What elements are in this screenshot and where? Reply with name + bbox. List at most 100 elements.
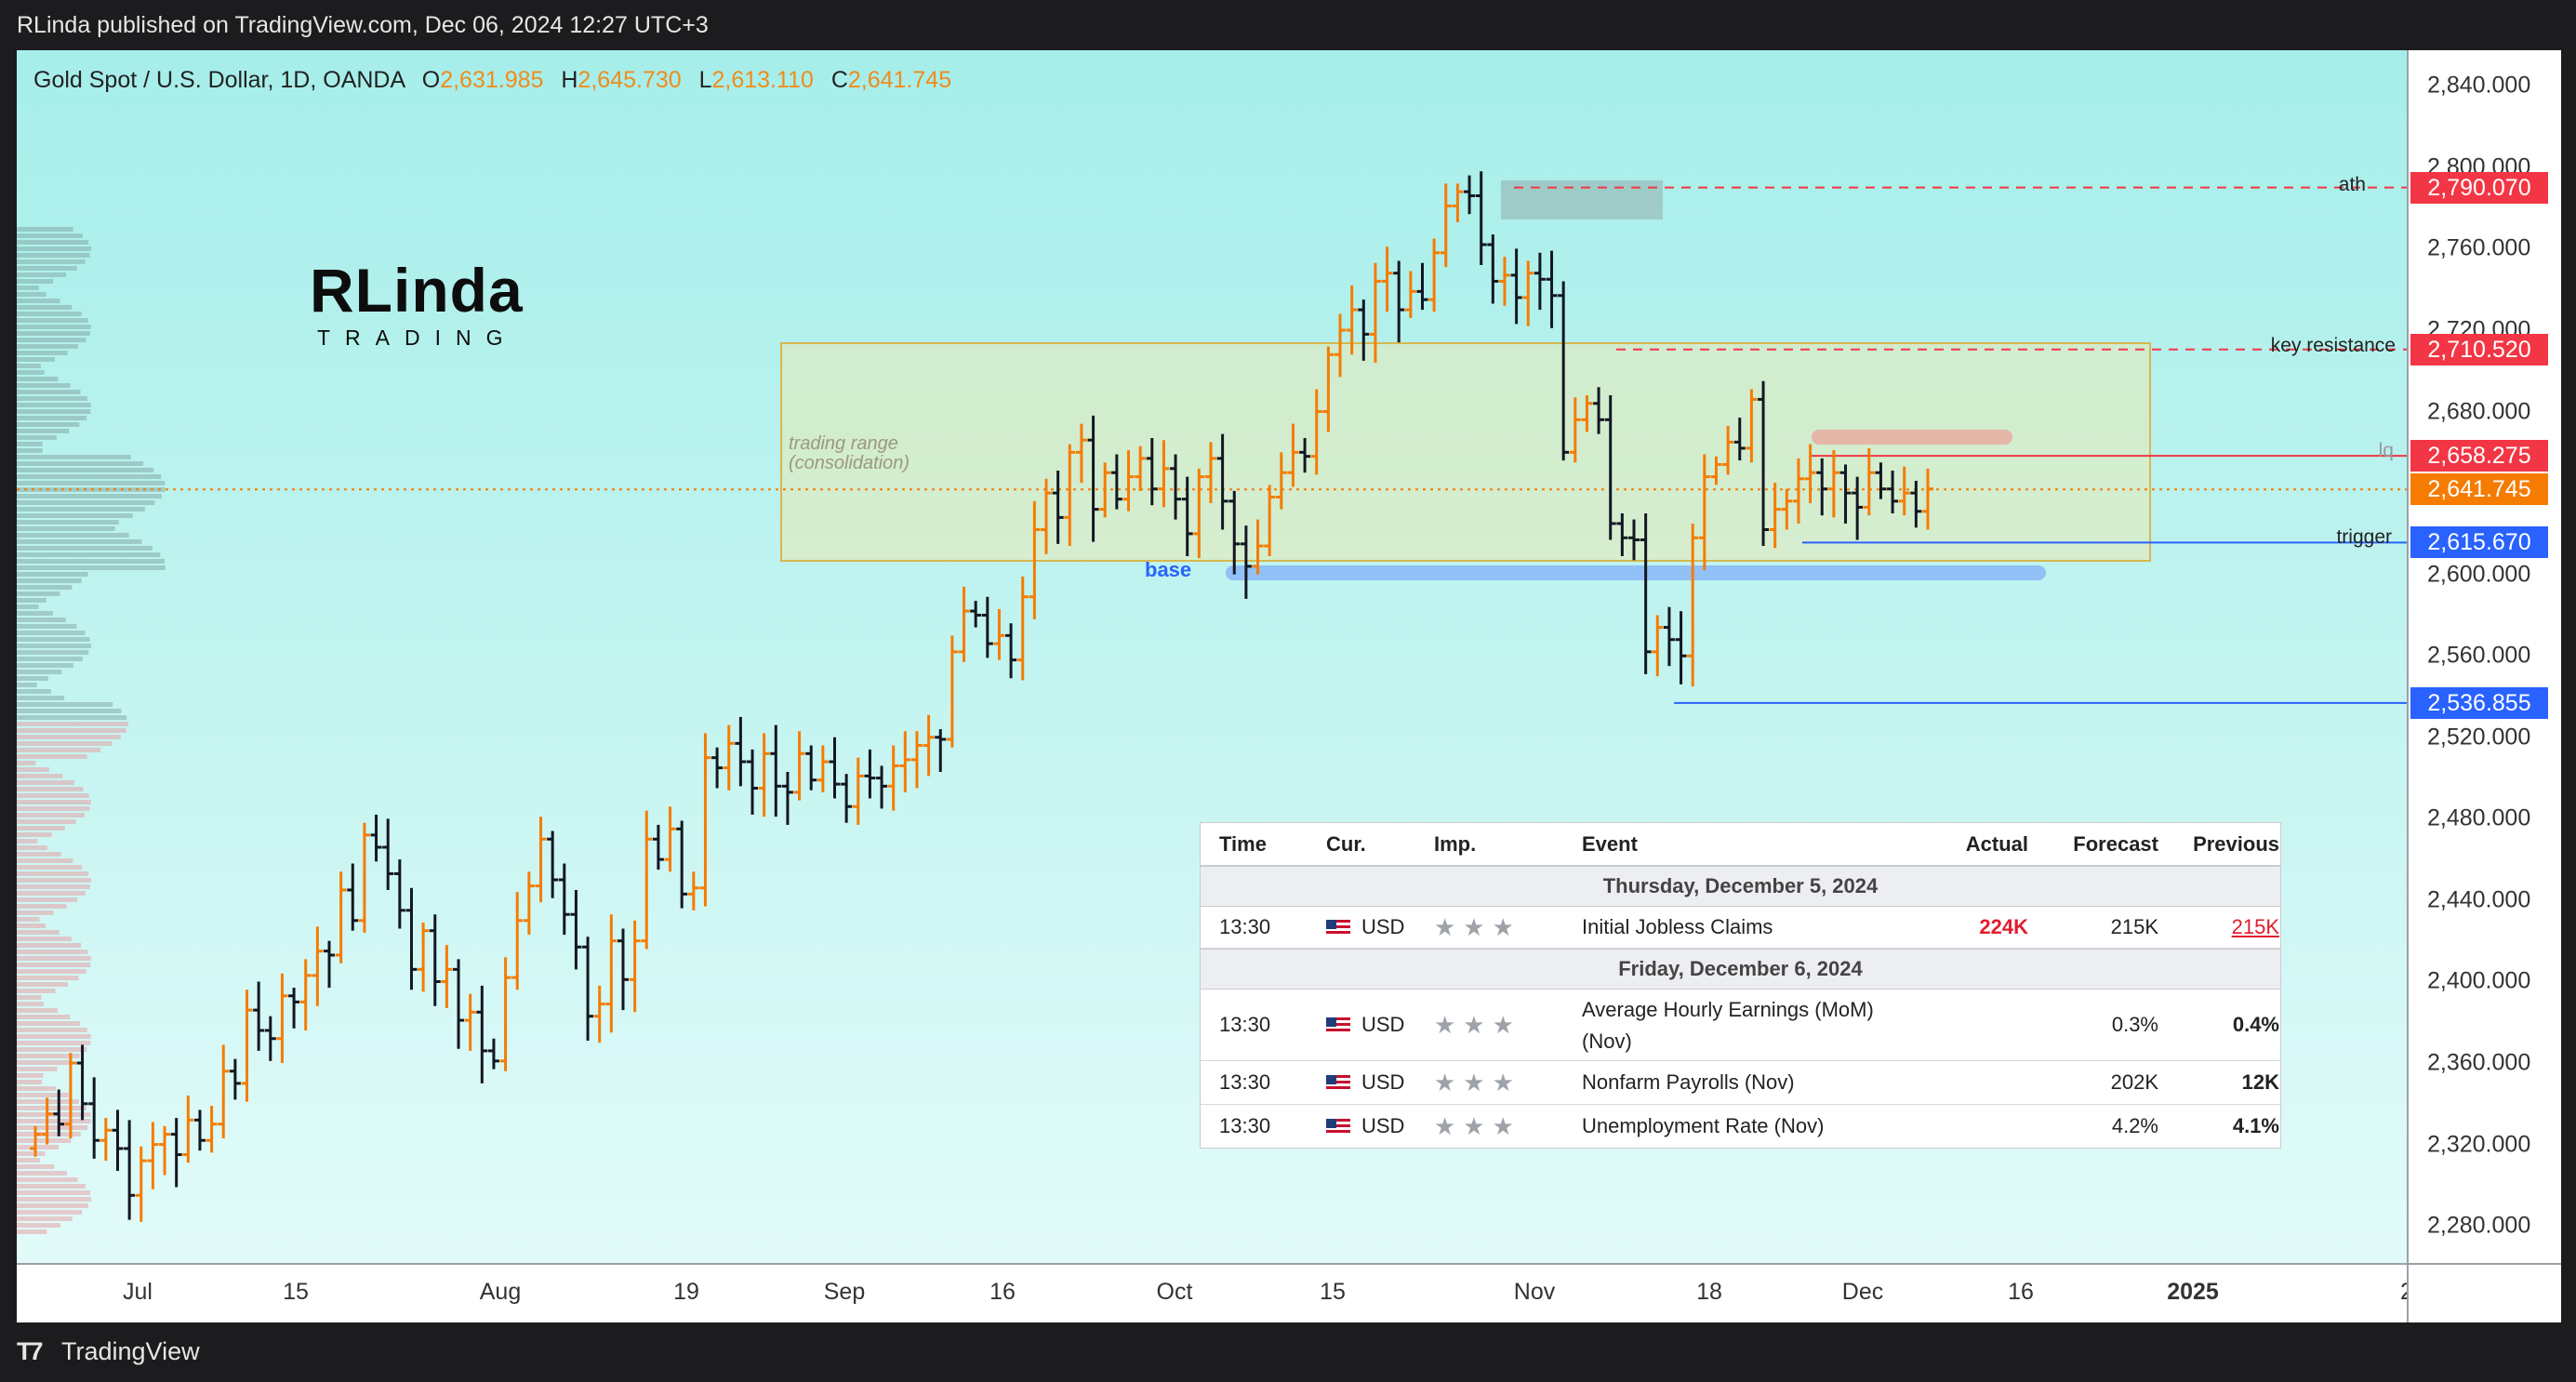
trading-range-box (780, 342, 2151, 562)
time-tick: 16 (2008, 1279, 2034, 1305)
volume-profile-bar (17, 331, 91, 336)
event-name: Nonfarm Payrolls (Nov) (1582, 1070, 1795, 1094)
volume-profile-bar (17, 253, 90, 258)
volume-profile-bar (17, 259, 86, 264)
volume-profile-bar (17, 416, 87, 420)
volume-profile-bar (17, 1002, 45, 1006)
volume-profile-bar (17, 1229, 47, 1234)
time-tick: 15 (1320, 1279, 1346, 1305)
chart-pane[interactable]: trading range (consolidation) base ath k… (17, 50, 2407, 1263)
price-axis[interactable]: 2,840.000 2,800.000 2,760.000 2,720.000 2,68… (2407, 50, 2561, 1263)
col-event: Event (1582, 832, 1638, 856)
candle (747, 749, 759, 815)
candle (535, 817, 547, 903)
volume-profile-bar (17, 233, 83, 238)
candle (1687, 523, 1699, 687)
candle (1569, 397, 1581, 463)
volume-profile-bar (17, 839, 38, 844)
event-time: 13:30 (1219, 1013, 1271, 1036)
volume-profile-bar (17, 442, 43, 446)
candle (1875, 462, 1887, 499)
candle (1075, 423, 1087, 484)
volume-profile-bar (17, 897, 78, 902)
candle (1334, 313, 1347, 378)
candle (1287, 423, 1299, 487)
event-currency: USD (1326, 1061, 1404, 1104)
us-flag-icon (1326, 1075, 1350, 1093)
volume-profile-bar (17, 910, 54, 915)
volume-profile-bar (17, 227, 73, 232)
event-time: 13:30 (1219, 1070, 1271, 1094)
time-axis[interactable]: Jul15Aug19Sep16Oct15Nov18Dec1620252 (17, 1263, 2413, 1322)
volume-profile-bar (17, 546, 153, 551)
event-currency: USD (1326, 907, 1404, 948)
candle (218, 1044, 230, 1139)
candle (829, 737, 841, 799)
event-name: Initial Jobless Claims (1582, 915, 1773, 938)
time-tick: 15 (283, 1279, 309, 1305)
candle (1663, 606, 1675, 667)
price-tick: 2,520.000 (2427, 724, 2531, 751)
volume-profile-bar (17, 435, 57, 440)
candle (170, 1118, 182, 1188)
candle (758, 733, 770, 817)
candle (593, 985, 605, 1043)
volume-profile-bar (17, 507, 145, 512)
volume-profile-bar (17, 1034, 91, 1039)
price-chart[interactable]: trading range (consolidation) base ath k… (17, 50, 2407, 1263)
col-forecast: Forecast (2073, 832, 2158, 856)
volume-profile-bar (17, 657, 83, 661)
volume-profile-bar (17, 1080, 43, 1084)
candle (1452, 183, 1464, 222)
ohlc-close-key: C (830, 67, 848, 93)
candle (1804, 444, 1816, 504)
candle (100, 1118, 112, 1162)
candle (335, 871, 347, 963)
candle (499, 957, 511, 1071)
candle (970, 601, 982, 628)
candle (558, 863, 570, 936)
previous-value: 215K (2231, 915, 2279, 938)
candle (1416, 262, 1428, 311)
candle (1275, 452, 1287, 510)
candle (1146, 438, 1158, 506)
candle (253, 981, 265, 1051)
volume-profile-bar (17, 637, 90, 642)
event-row: 13:30 USD ★★★ Initial Jobless Claims 224… (1201, 907, 2280, 949)
volume-profile (17, 227, 166, 1234)
volume-profile-bar (17, 526, 115, 531)
volume-profile-bar (17, 761, 36, 765)
candle (429, 914, 441, 1006)
candle (1898, 466, 1910, 516)
volume-profile-bar (17, 1015, 71, 1019)
volume-profile-bar (17, 1216, 73, 1221)
candle (841, 774, 853, 823)
candle (1216, 433, 1228, 530)
candle (1181, 476, 1193, 556)
volume-profile-bar (17, 552, 161, 557)
symbol-legend: Gold Spot / U.S. Dollar, 1D, OANDA O2,63… (33, 67, 951, 94)
candle (229, 1058, 241, 1100)
volume-profile-bar (17, 787, 84, 791)
volume-profile-bar (17, 1028, 87, 1032)
event-row: 13:30 USD ★★★ Unemployment Rate (Nov) 4.… (1201, 1105, 2280, 1148)
candle (617, 928, 629, 1011)
volume-profile-bar (17, 494, 162, 498)
volume-profile-bar (17, 735, 121, 739)
volume-profile-bar (17, 318, 88, 323)
candle (1640, 512, 1652, 674)
brand-name: TradingView (61, 1337, 200, 1365)
ath-label: ath (2339, 174, 2366, 195)
volume-profile-bar (17, 461, 144, 466)
day-header: Thursday, December 5, 2024 (1201, 866, 2280, 907)
importance-stars-icon: ★★★ (1434, 1069, 1521, 1096)
volume-profile-bar (17, 884, 90, 889)
candle (1346, 285, 1358, 355)
base-label: base (1145, 558, 1191, 581)
event-actual: 224K (1979, 915, 2028, 938)
volume-profile-bar (17, 585, 73, 590)
candle (1428, 238, 1441, 312)
candle (1769, 483, 1781, 549)
volume-profile-bar (17, 539, 142, 544)
candle (112, 1110, 124, 1172)
